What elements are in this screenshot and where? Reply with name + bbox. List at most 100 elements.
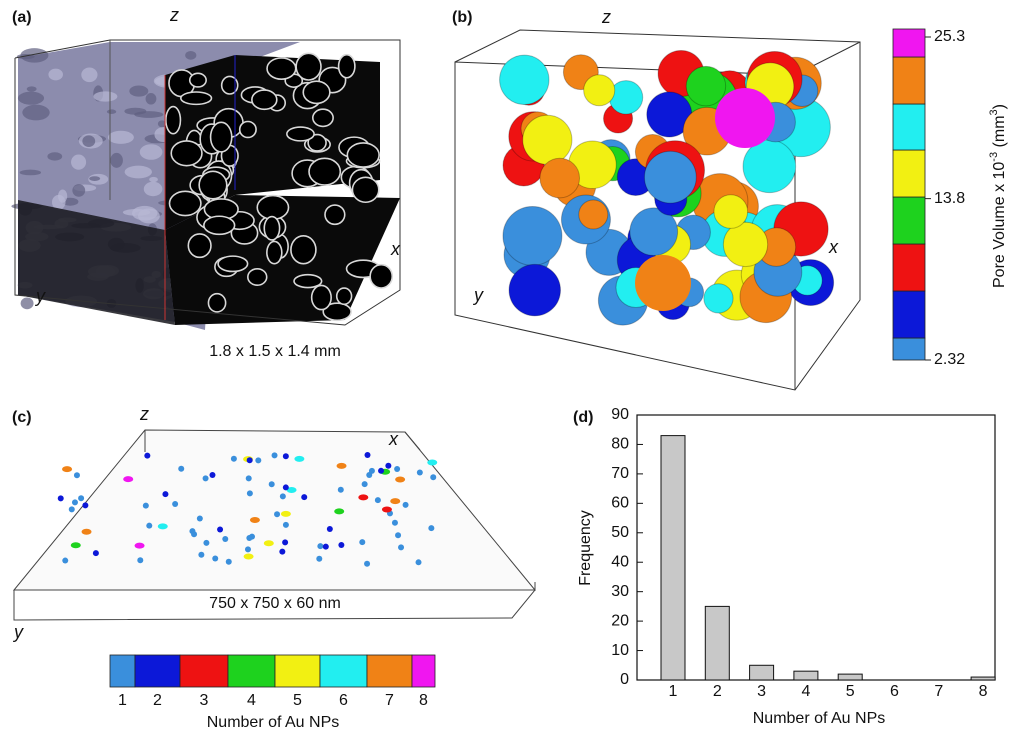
nanoparticle bbox=[78, 495, 84, 501]
colorbar-label: 1 bbox=[118, 692, 127, 709]
title-part: ) bbox=[991, 104, 1008, 109]
pore bbox=[252, 90, 277, 109]
colorbar-segment bbox=[320, 655, 367, 687]
nanoparticle bbox=[394, 466, 400, 472]
colorbar-segment bbox=[135, 655, 180, 687]
y-tick-label: 60 bbox=[611, 495, 629, 512]
nanoparticle bbox=[327, 526, 333, 532]
colorbar-segment bbox=[180, 655, 228, 687]
axis-label: x bbox=[388, 429, 399, 449]
y-tick-label: 70 bbox=[611, 465, 629, 482]
colorbar-segment bbox=[367, 655, 412, 687]
pore bbox=[267, 241, 282, 263]
nanoparticle bbox=[283, 453, 289, 459]
pore bbox=[248, 269, 267, 285]
nanoparticle bbox=[269, 481, 275, 487]
figure: (a) z y x 1.8 x 1.5 x 1.4 mm (b) z y x P… bbox=[0, 0, 1011, 736]
nanoparticle bbox=[143, 503, 149, 509]
tissue-texture bbox=[125, 166, 152, 179]
nanoparticle bbox=[135, 543, 145, 549]
nanoparticle bbox=[158, 523, 168, 529]
y-tick-label: 30 bbox=[611, 583, 629, 600]
nanoparticle bbox=[390, 498, 400, 504]
y-tick-label: 40 bbox=[611, 553, 629, 570]
nanoparticle bbox=[358, 494, 368, 500]
pore bbox=[339, 55, 355, 78]
nanoparticle bbox=[403, 502, 409, 508]
nanoparticle bbox=[58, 495, 64, 501]
pore bbox=[287, 127, 314, 141]
pore-sphere bbox=[635, 255, 691, 311]
nanoparticle bbox=[430, 474, 436, 480]
colorbar-segment bbox=[110, 655, 135, 687]
caption: 750 x 750 x 60 nm bbox=[209, 595, 341, 612]
nanoparticle bbox=[209, 472, 215, 478]
pore-sphere bbox=[715, 88, 775, 148]
bar bbox=[971, 677, 995, 680]
panel-label: (b) bbox=[452, 9, 472, 26]
nanoparticle bbox=[69, 506, 75, 512]
tissue-texture bbox=[47, 152, 62, 160]
panel-label: (d) bbox=[573, 409, 593, 426]
nanoparticle bbox=[212, 555, 218, 561]
tissue-texture bbox=[144, 182, 163, 196]
tissue-texture bbox=[110, 153, 123, 168]
nanoparticle bbox=[382, 507, 392, 513]
nanoparticle bbox=[246, 535, 252, 541]
renderings bbox=[11, 30, 860, 620]
colorbar-segment bbox=[893, 244, 925, 291]
colorbar-label: 7 bbox=[385, 692, 394, 709]
nanoparticle bbox=[338, 487, 344, 493]
pore bbox=[190, 73, 206, 87]
nanoparticle bbox=[144, 453, 150, 459]
pore-sphere bbox=[523, 115, 572, 164]
x-tick-label: 7 bbox=[934, 683, 943, 700]
nanoparticle bbox=[416, 559, 422, 565]
axis-label: y bbox=[34, 286, 46, 306]
pore bbox=[181, 92, 212, 104]
nanoparticle bbox=[264, 540, 274, 546]
y-axis-title: Frequency bbox=[577, 510, 594, 586]
pore bbox=[204, 216, 235, 234]
panel-label: (a) bbox=[12, 9, 32, 26]
pore bbox=[347, 143, 379, 167]
pore bbox=[291, 236, 316, 264]
pore-sphere bbox=[644, 151, 696, 203]
tissue-texture bbox=[108, 131, 134, 144]
title-sup: -3 bbox=[988, 152, 1000, 162]
bar bbox=[794, 671, 818, 680]
nanoparticle bbox=[222, 536, 228, 542]
nanoparticle bbox=[123, 476, 133, 482]
tissue-texture bbox=[123, 209, 151, 216]
pore bbox=[312, 285, 332, 309]
nanoparticle bbox=[282, 539, 288, 545]
pore-sphere bbox=[540, 158, 580, 198]
nanoparticle bbox=[172, 501, 178, 507]
pore-sphere bbox=[686, 66, 725, 105]
nanoparticle bbox=[364, 561, 370, 567]
nanoparticle bbox=[178, 466, 184, 472]
pore-sphere bbox=[500, 55, 549, 104]
y-tick-label: 50 bbox=[611, 524, 629, 541]
colorbar-label: 4 bbox=[247, 692, 256, 709]
colorbar-label: 6 bbox=[339, 692, 348, 709]
tissue-texture bbox=[72, 184, 85, 197]
tissue-texture bbox=[124, 108, 146, 115]
pore-sphere bbox=[509, 264, 560, 315]
pore-sphere bbox=[704, 284, 733, 313]
nanoparticle bbox=[365, 452, 371, 458]
nanoparticle bbox=[217, 526, 223, 532]
nanoparticle bbox=[162, 491, 168, 497]
nanoparticle bbox=[255, 457, 261, 463]
nanoparticle bbox=[392, 520, 398, 526]
x-tick-label: 5 bbox=[846, 683, 855, 700]
pore bbox=[352, 177, 378, 202]
nanoparticle bbox=[197, 515, 203, 521]
nanoparticle bbox=[323, 544, 329, 550]
tissue-texture bbox=[71, 154, 86, 169]
nanoparticle bbox=[203, 475, 209, 481]
colorbar-title: Pore Volume x 10-3 (mm3) bbox=[988, 104, 1008, 288]
pore bbox=[169, 191, 200, 215]
nanoparticle bbox=[246, 475, 252, 481]
axis-label: x bbox=[828, 237, 839, 257]
